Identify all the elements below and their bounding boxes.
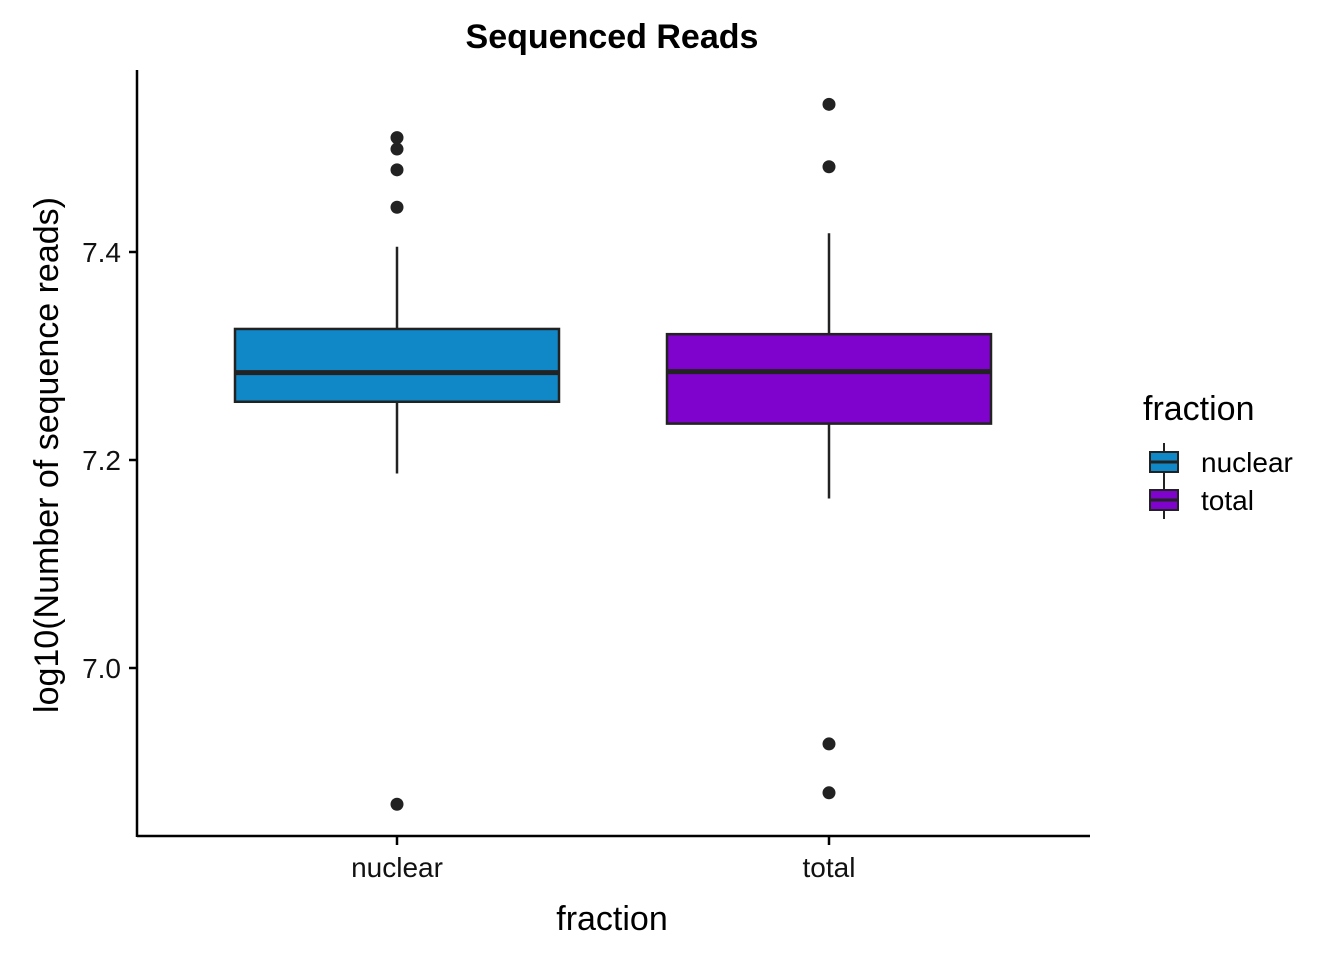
y-tick-label: 7.4 [82, 237, 121, 268]
y-axis-ticks: 7.0 7.2 7.4 [82, 237, 137, 684]
outlier-point [390, 142, 404, 156]
outlier-point [822, 97, 836, 111]
outlier-point [390, 797, 404, 811]
legend-entries: nuclear total [1149, 443, 1293, 519]
chart-title: Sequenced Reads [466, 18, 759, 56]
y-tick-label: 7.2 [82, 445, 121, 476]
box-body [233, 327, 561, 404]
x-tick-label: nuclear [351, 852, 443, 883]
legend-label: nuclear [1201, 447, 1293, 478]
y-tick-label: 7.0 [82, 653, 121, 684]
outlier-point [822, 786, 836, 800]
legend-item-nuclear: nuclear [1149, 443, 1293, 481]
outlier-point [390, 163, 404, 177]
legend-title: fraction [1143, 390, 1255, 428]
x-tick-label: total [803, 852, 856, 883]
x-axis-title: fraction [556, 900, 668, 938]
legend-item-total: total [1149, 481, 1254, 519]
x-axis-ticks: nuclear total [351, 836, 855, 883]
box-total [665, 97, 993, 800]
legend-label: total [1201, 485, 1254, 516]
outlier-point [390, 200, 404, 214]
legend: fraction nuclear total [1143, 390, 1293, 519]
y-axis-title: log10(Number of sequence reads) [28, 197, 66, 713]
box-nuclear [233, 131, 561, 811]
outlier-point [390, 131, 404, 145]
plot-area [233, 97, 993, 811]
outlier-point [822, 737, 836, 751]
box-body [665, 332, 993, 425]
outlier-point [822, 160, 836, 174]
